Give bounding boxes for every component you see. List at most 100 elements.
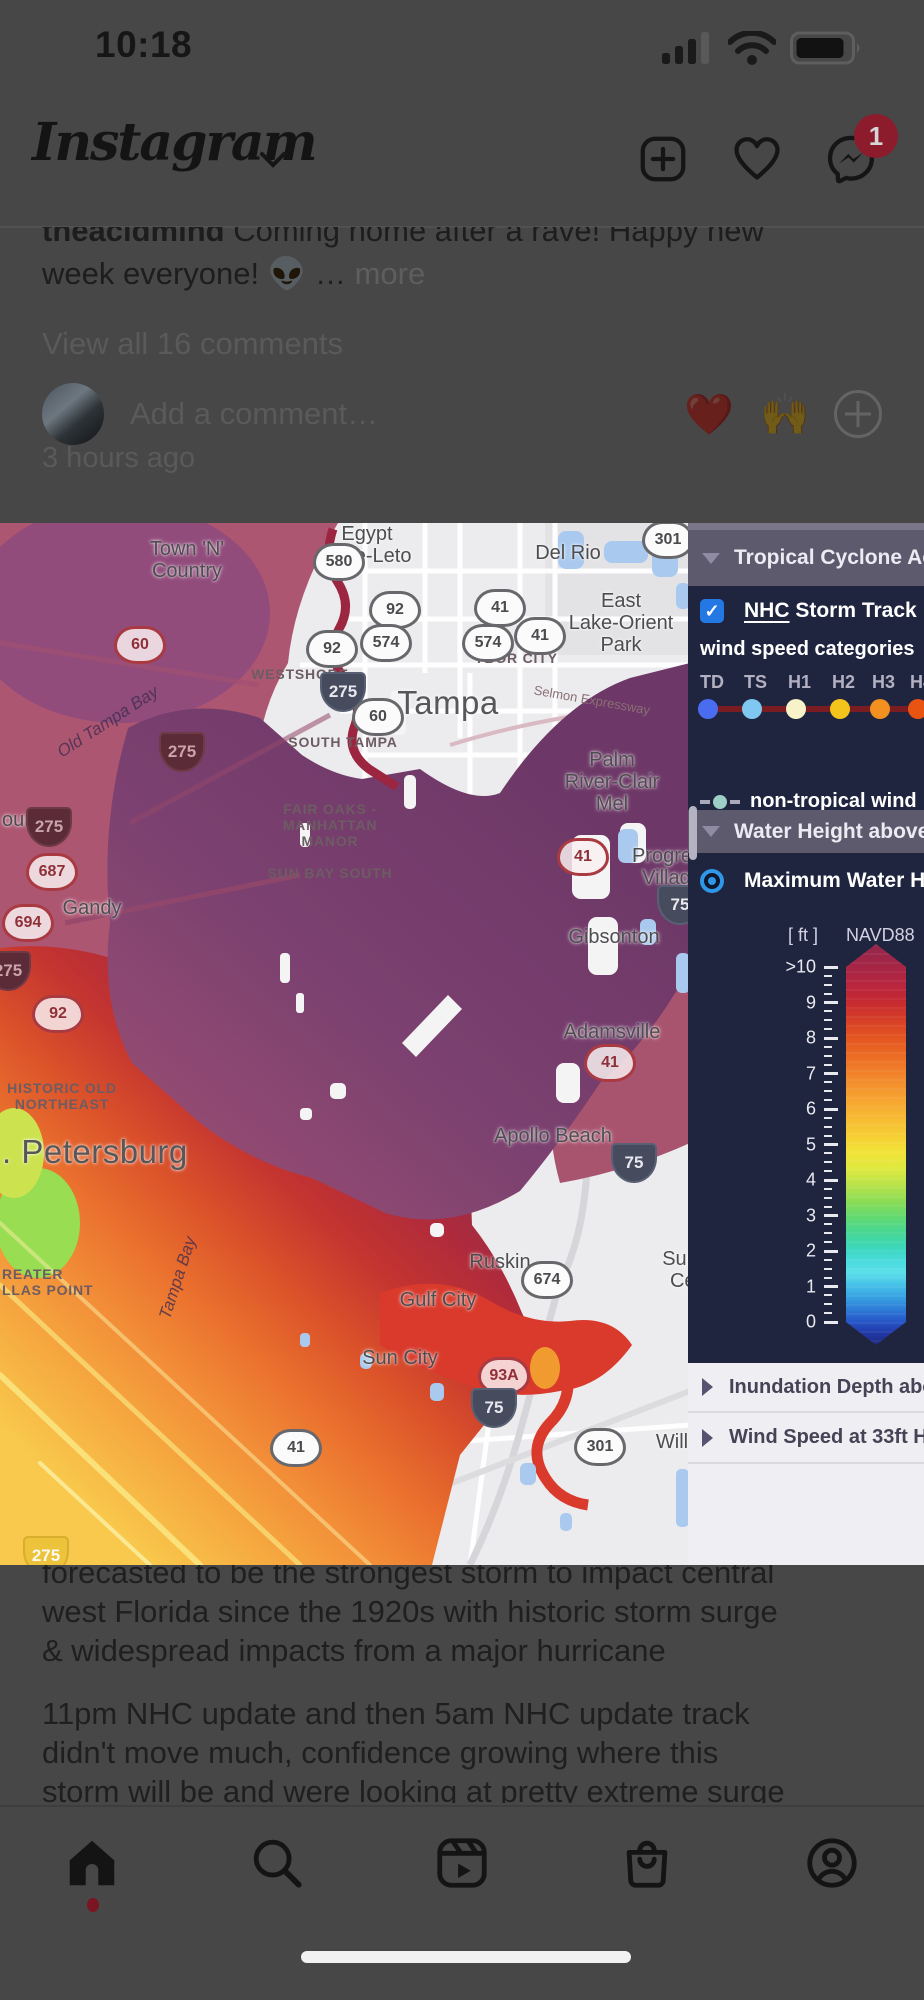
status-icons [662, 30, 864, 66]
wind-category-label: TS [744, 672, 768, 692]
panel-scrollbar[interactable] [689, 806, 697, 860]
road-shield: 60 [352, 698, 404, 736]
home-icon[interactable] [63, 1834, 121, 1892]
new-post-icon[interactable] [636, 132, 690, 186]
expand-triangle-icon [702, 1428, 713, 1447]
caption-line: 11pm NHC update and then 5am NHC update … [42, 1696, 750, 1731]
caption-line: & widespread impacts from a major hurric… [42, 1633, 666, 1668]
road-shield: 674 [521, 1261, 573, 1299]
map-label: HISTORIC OLD NORTHEAST [7, 1080, 117, 1112]
road-shield: 41 [474, 589, 526, 627]
search-icon[interactable] [248, 1834, 306, 1892]
view-comments-link[interactable]: View all 16 comments [42, 326, 343, 361]
road-shield: 75 [611, 1143, 657, 1183]
collapsed-row-label: Wind Speed at 33ft Heig [729, 1426, 924, 1448]
panel-top-strip [688, 523, 924, 530]
road-shield: 275 [26, 807, 72, 847]
section-header-tropical-cyclone[interactable]: Tropical Cyclone Activity [688, 530, 924, 586]
reels-icon[interactable] [433, 1834, 491, 1892]
road-shield: 275 [159, 732, 205, 772]
scale-tick-label: >10 [785, 956, 816, 977]
wind-category-dot [742, 699, 762, 719]
section-header-water-height[interactable]: Water Height above NA [688, 810, 924, 853]
road-shield: 694 [2, 904, 54, 942]
map-label: Gibsonton [568, 926, 660, 948]
road-shield: 75 [471, 1388, 517, 1428]
nav-divider [0, 1805, 924, 1807]
expand-triangle-icon [702, 1378, 713, 1396]
chevron-down-icon[interactable] [258, 150, 288, 170]
map-label: Gandy [62, 897, 122, 919]
collapsed-wind-speed[interactable]: Wind Speed at 33ft Heig [688, 1413, 924, 1464]
caption-line-2: week everyone! 👽 … more [42, 256, 426, 291]
scale-tick-label: 1 [805, 1276, 816, 1296]
status-time: 10:18 [95, 24, 193, 65]
wind-category-label: H2 [832, 672, 856, 692]
road-shield: 60 [114, 626, 166, 664]
messenger-badge: 1 [854, 114, 898, 158]
wind-category-label: H1 [788, 672, 812, 692]
profile-icon[interactable] [803, 1834, 861, 1892]
add-comment-row[interactable]: Add a comment… ❤️ 🙌 [42, 382, 882, 446]
max-water-height-radio[interactable] [700, 869, 724, 893]
road-shield: 92 [369, 591, 421, 629]
road-shield: 275 [23, 1536, 69, 1565]
activity-heart-icon[interactable] [730, 132, 784, 186]
non-tropical-dot-icon [700, 794, 740, 809]
road-shield: 687 [26, 853, 78, 891]
heart-emoji-button[interactable]: ❤️ [684, 392, 735, 437]
wind-speed-categories-title: wind speed categories [700, 638, 915, 660]
alien-emoji: 👽 [267, 256, 307, 291]
max-water-height-row[interactable]: Maximum Water Heig [700, 869, 924, 893]
road-shield: 574 [462, 624, 514, 662]
non-tropical-row: non-tropical wind [700, 790, 917, 810]
surge-purple-region [107, 663, 691, 1220]
avatar[interactable] [42, 383, 104, 445]
road-shield: 41 [584, 1044, 636, 1082]
shop-icon[interactable] [618, 1834, 676, 1892]
post-image-map[interactable]: Town 'N' Country Egypt Lake-Leto Del Rio Ea… [0, 523, 924, 1565]
home-indicator[interactable] [301, 1951, 631, 1963]
map-label: Del Rio [535, 542, 601, 564]
water-height-body: Maximum Water Heig [ ft ] NAVD88 >10 9 8 7 6… [688, 853, 924, 1363]
map-label: FAIR OAKS - MANHATTAN MANOR [282, 801, 378, 849]
raised-hands-emoji-button[interactable]: 🙌 [760, 392, 810, 437]
post-timestamp: 3 hours ago [42, 442, 196, 474]
map-label: Gulf City [399, 1289, 477, 1311]
scale-datum-label: NAVD88 [846, 925, 915, 945]
map-label: Sun City [362, 1347, 438, 1369]
wind-category-dot [830, 699, 850, 719]
non-tropical-label: non-tropical wind [750, 790, 917, 810]
road-shield: 275 [0, 951, 31, 991]
map-label: SUN BAY SOUTH [267, 865, 393, 881]
storm-track-line [700, 706, 924, 712]
max-water-height-label: Maximum Water Heig [744, 869, 924, 892]
road-shield: 92 [32, 995, 84, 1033]
caption-line: didn't move much, confidence growing whe… [42, 1735, 719, 1770]
wind-category-dot [786, 699, 806, 719]
map-label: Town 'N' Country [149, 538, 225, 582]
map-label: Adamsville [563, 1021, 661, 1043]
collapse-triangle-icon [702, 552, 720, 564]
map-label: Will [655, 1431, 689, 1453]
nhc-storm-track-label: NHC Storm Track [744, 599, 917, 622]
caption-more-button[interactable]: more [354, 256, 426, 291]
map-label: Apollo Beach [494, 1125, 612, 1147]
collapse-triangle-icon [702, 826, 720, 837]
map-label: REATER LLAS POINT [2, 1266, 94, 1298]
road-shield: 580 [313, 543, 365, 581]
messenger-icon[interactable]: 1 [824, 114, 898, 186]
collapsed-inundation-depth[interactable]: Inundation Depth above [688, 1363, 924, 1413]
header-divider [0, 226, 924, 228]
post-username[interactable]: theacidmind [42, 227, 225, 248]
wind-category-dot [908, 699, 924, 719]
section-title: Tropical Cyclone Activity [734, 546, 924, 569]
nhc-storm-track-row[interactable]: ✓ NHC Storm Track [700, 599, 917, 623]
map-label: . Petersburg [2, 1133, 188, 1170]
emoji-picker-icon[interactable] [834, 390, 882, 438]
add-comment-input[interactable]: Add a comment… [130, 396, 379, 431]
scale-tick-label: 0 [805, 1311, 816, 1332]
wind-category-label: TD [700, 672, 724, 692]
nhc-checkbox[interactable]: ✓ [700, 599, 724, 623]
tropical-cyclone-body: ✓ NHC Storm Track wind speed categories … [688, 586, 924, 810]
